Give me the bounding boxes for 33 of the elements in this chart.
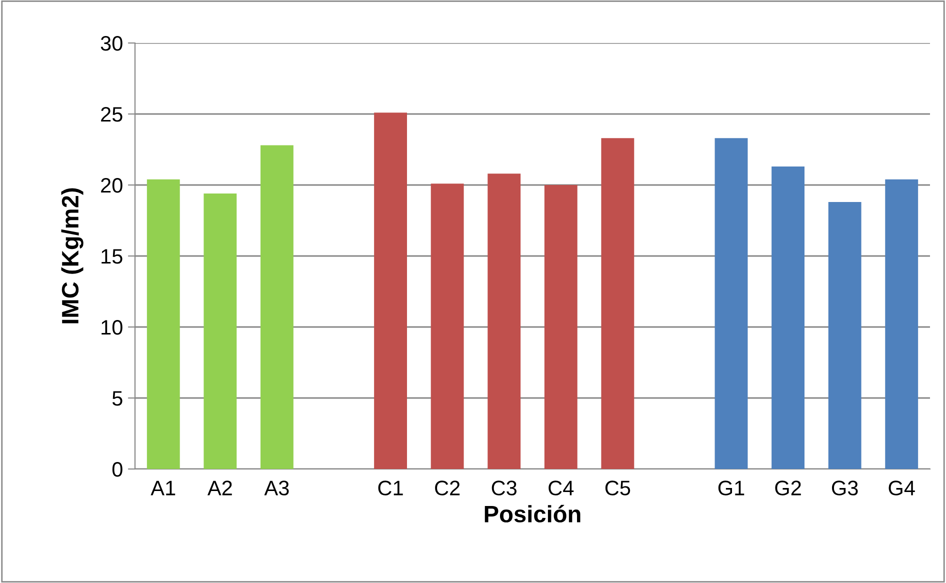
bar — [544, 185, 578, 469]
x-tick-label: C4 — [548, 480, 574, 496]
x-tick-label: G4 — [888, 480, 915, 496]
bar — [601, 138, 634, 469]
x-tick-label: A1 — [150, 480, 176, 496]
y-tick-label: 20 — [101, 178, 122, 193]
bar — [204, 194, 237, 469]
x-tick-label: A2 — [207, 480, 232, 496]
y-tick-label: 10 — [102, 320, 122, 335]
y-tick-label: 0 — [112, 462, 122, 477]
bar — [714, 138, 748, 469]
bar — [430, 184, 464, 469]
x-tick-label: C3 — [492, 480, 517, 496]
x-axis-title: Posición — [484, 504, 580, 522]
y-axis-title: IMC (Kg/m2) — [61, 188, 84, 324]
bar — [146, 179, 180, 469]
x-tick-label: G2 — [775, 480, 801, 496]
bar — [374, 112, 408, 469]
bar — [488, 174, 521, 469]
x-tick-label: G1 — [718, 480, 744, 496]
x-tick-label: C1 — [378, 480, 403, 496]
y-tick-label: 30 — [100, 36, 122, 51]
y-tick-label: 25 — [101, 107, 122, 122]
bar — [260, 145, 294, 469]
bar — [828, 202, 862, 469]
x-tick-label: C5 — [605, 480, 630, 496]
x-tick-label: G3 — [832, 480, 858, 496]
y-tick-label: 5 — [112, 391, 122, 406]
y-tick-label: 15 — [102, 249, 122, 264]
x-tick-label: C2 — [435, 480, 460, 496]
bar — [772, 166, 805, 469]
x-tick-label: A3 — [264, 480, 289, 496]
bar — [885, 179, 918, 469]
